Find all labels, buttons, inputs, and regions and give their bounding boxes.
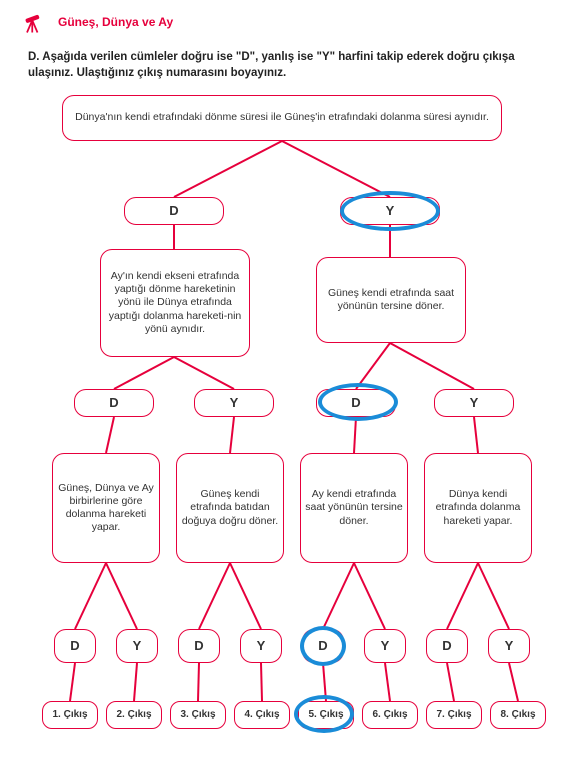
level5-2: D bbox=[178, 629, 220, 663]
exit-5: 5. Çıkış bbox=[298, 701, 354, 729]
level5-6: D bbox=[426, 629, 468, 663]
exit-4: 4. Çıkış bbox=[234, 701, 290, 729]
unit-title: Güneş, Dünya ve Ay bbox=[58, 15, 173, 29]
level4-3: Dünya kendi etrafında dolanma hareketi y… bbox=[424, 453, 532, 563]
level5-3: Y bbox=[240, 629, 282, 663]
level4-0: Güneş, Dünya ve Ay birbirlerine göre dol… bbox=[52, 453, 160, 563]
telescope-icon bbox=[20, 8, 48, 36]
level3-3: Y bbox=[434, 389, 514, 417]
level5-0: D bbox=[54, 629, 96, 663]
exit-3: 3. Çıkış bbox=[170, 701, 226, 729]
level5-7: Y bbox=[488, 629, 530, 663]
page-header: Güneş, Dünya ve Ay bbox=[0, 0, 565, 44]
level4-1: Güneş kendi etrafında batıdan doğuya doğ… bbox=[176, 453, 284, 563]
level1-y: Y bbox=[340, 197, 440, 225]
level4-2: Ay kendi etrafında saat yönünün tersine … bbox=[300, 453, 408, 563]
level3-0: D bbox=[74, 389, 154, 417]
level1-d: D bbox=[124, 197, 224, 225]
exit-1: 1. Çıkış bbox=[42, 701, 98, 729]
level3-1: Y bbox=[194, 389, 274, 417]
level5-4: D bbox=[302, 629, 344, 663]
exit-8: 8. Çıkış bbox=[490, 701, 546, 729]
level2-left: Ay'ın kendi ekseni etrafında yaptığı dön… bbox=[100, 249, 250, 357]
decision-tree: Dünya'nın kendi etrafındaki dönme süresi… bbox=[0, 91, 565, 751]
exit-7: 7. Çıkış bbox=[426, 701, 482, 729]
level3-2: D bbox=[316, 389, 396, 417]
instruction-text: D. Aşağıda verilen cümleler doğru ise "D… bbox=[0, 44, 565, 91]
level2-right: Güneş kendi etrafında saat yönünün tersi… bbox=[316, 257, 466, 343]
exit-2: 2. Çıkış bbox=[106, 701, 162, 729]
level5-5: Y bbox=[364, 629, 406, 663]
root-statement: Dünya'nın kendi etrafındaki dönme süresi… bbox=[62, 95, 502, 141]
exit-6: 6. Çıkış bbox=[362, 701, 418, 729]
level5-1: Y bbox=[116, 629, 158, 663]
